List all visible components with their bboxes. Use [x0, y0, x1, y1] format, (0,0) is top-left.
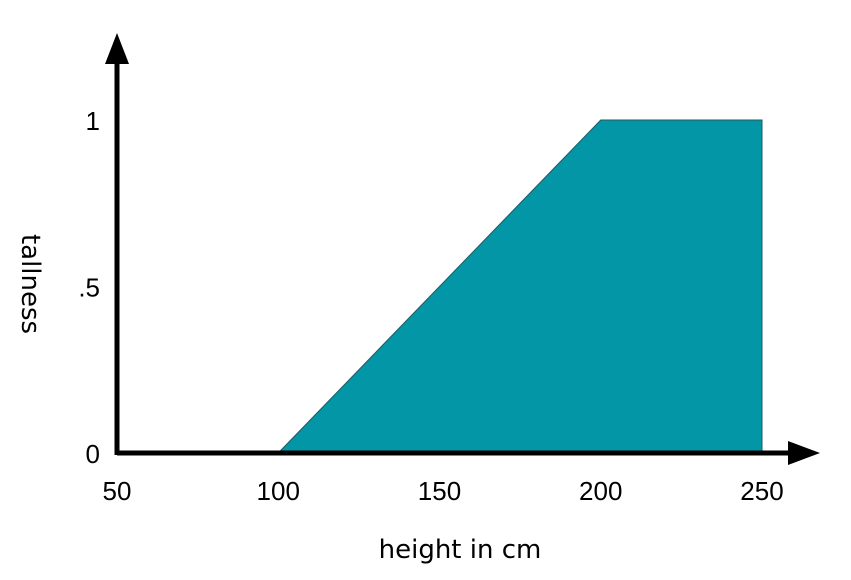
x-axis-arrow	[788, 441, 820, 465]
y-tick-labels: 0.51	[78, 106, 100, 469]
x-tick-label: 200	[579, 476, 622, 506]
y-axis-title: tallness	[15, 234, 45, 334]
x-tick-label: 250	[740, 476, 783, 506]
x-tick-labels: 50 100 150 200 250	[103, 476, 784, 506]
y-tick-label: 1	[86, 106, 100, 136]
y-tick-label: 0	[86, 439, 100, 469]
x-axis-title: height in cm	[379, 535, 542, 565]
x-tick-label: 50	[103, 476, 132, 506]
y-axis-arrow	[105, 33, 129, 64]
x-tick-label: 150	[418, 476, 461, 506]
x-tick-label: 100	[257, 476, 300, 506]
tallness-area	[277, 119, 763, 454]
y-tick-label: .5	[78, 273, 100, 303]
